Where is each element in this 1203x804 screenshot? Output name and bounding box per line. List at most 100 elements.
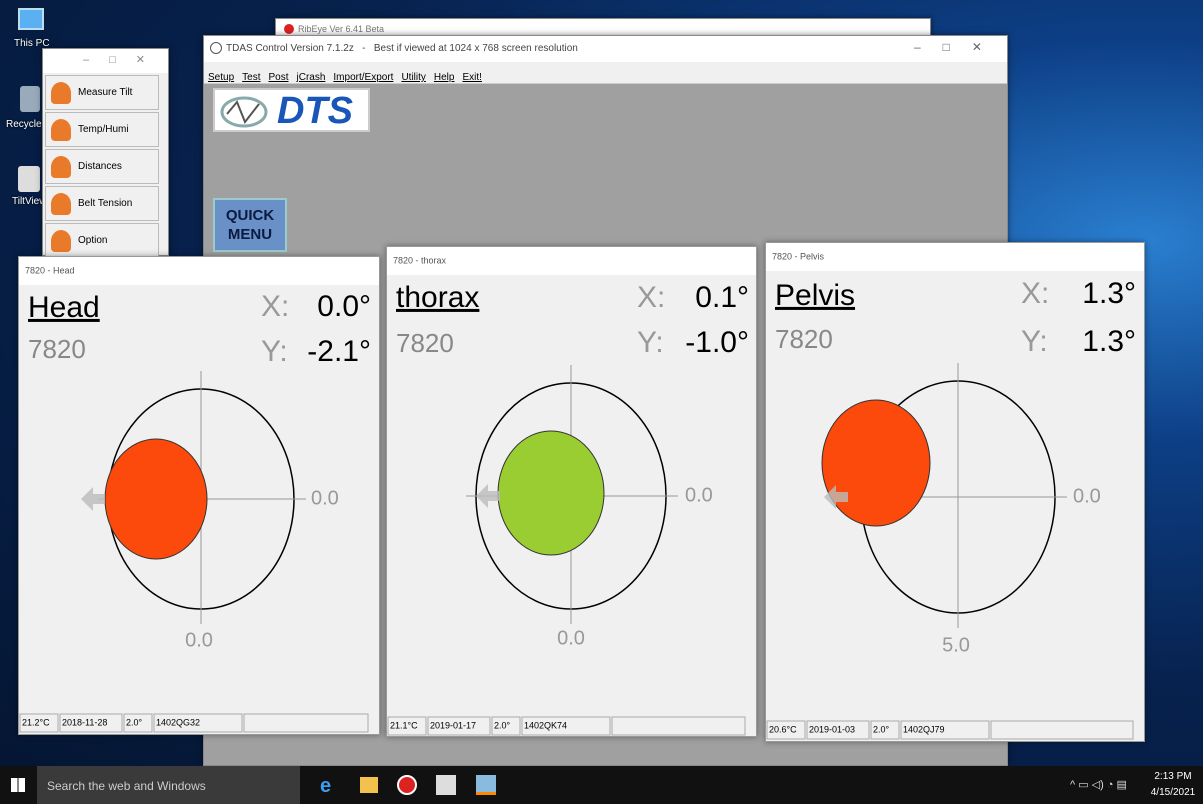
- status-text: 1402QK74: [524, 720, 567, 730]
- tool-button[interactable]: Distances: [45, 149, 159, 184]
- tool-button[interactable]: Temp/Humi: [45, 112, 159, 147]
- icon-label[interactable]: This PC: [14, 38, 50, 49]
- logo-text: DTS: [277, 90, 353, 132]
- title-bar: TDAS Control Version 7.1.2z - Best if vi…: [204, 36, 1007, 62]
- status-text: 2019-01-03: [809, 724, 855, 734]
- direction-arrow: [824, 485, 848, 509]
- direction-arrow: [476, 484, 500, 508]
- bottom-label: 0.0: [185, 629, 213, 651]
- status-cell: [900, 720, 990, 740]
- menu-item[interactable]: Setup: [208, 72, 235, 83]
- status-cell: [427, 716, 491, 736]
- sensor-name: thorax: [396, 281, 479, 314]
- window-title: TDAS Control Version 7.1.2z - Best if vi…: [226, 43, 578, 54]
- x-label: X:: [261, 290, 289, 323]
- tool-button[interactable]: Belt Tension: [45, 186, 159, 221]
- status-text: 20.6°C: [769, 724, 797, 734]
- tool-icon: [51, 82, 71, 104]
- status-cell: [491, 716, 521, 736]
- direction-arrow: [81, 487, 105, 511]
- tdas-task-icon[interactable]: [436, 775, 456, 795]
- tool-icon: [51, 156, 71, 178]
- status-cell: [59, 713, 123, 733]
- tilt-dot: [497, 430, 605, 556]
- tool-button[interactable]: Option: [45, 223, 159, 258]
- right-label: 0.0: [311, 487, 339, 509]
- x-value: 0.1°: [695, 281, 749, 314]
- x-label: X:: [637, 281, 665, 314]
- search-box[interactable]: Search the web and Windows: [37, 766, 300, 804]
- tool-button[interactable]: Measure Tilt: [45, 75, 159, 110]
- window-controls[interactable]: –□✕: [83, 54, 165, 66]
- status-text: 2018-11-28: [62, 717, 107, 727]
- y-value: -1.0°: [685, 326, 749, 359]
- tiltview-task-icon[interactable]: [476, 775, 496, 795]
- status-cell: [153, 713, 243, 733]
- menu-item[interactable]: Import/Export: [333, 72, 394, 83]
- sensor-id: 7820: [775, 324, 833, 354]
- status-text: 2.0°: [873, 724, 890, 734]
- recycle-bin-icon[interactable]: [20, 86, 40, 112]
- tool-icon: [51, 193, 71, 215]
- status-cell: [766, 720, 806, 740]
- menu-item[interactable]: Post: [268, 72, 289, 83]
- tilt-window[interactable]: 7820 - thorax thorax 7820 X: 0.1° Y: -1.0° 0.0 0…: [386, 246, 758, 737]
- start-button[interactable]: [11, 778, 25, 792]
- tiltview-icon[interactable]: [18, 166, 40, 192]
- clock-date[interactable]: 4/15/2021: [1150, 787, 1196, 798]
- title-bar: [766, 243, 1146, 271]
- status-cell: [243, 713, 369, 733]
- tilt-dot: [821, 399, 931, 527]
- y-value: -2.1°: [307, 335, 371, 368]
- menu-bar: Setup Test Post jCrash Import/Export Utility H…: [204, 62, 1007, 84]
- window-controls[interactable]: –□✕: [914, 40, 1004, 54]
- x-label: X:: [1021, 277, 1049, 310]
- app-icon: [210, 42, 222, 54]
- status-text: 2.0°: [126, 717, 143, 727]
- menu-item[interactable]: Help: [433, 72, 455, 83]
- sensor-id: 7820: [396, 328, 454, 358]
- menu-item[interactable]: Exit!: [462, 72, 482, 83]
- status-cell: [19, 713, 59, 733]
- this-pc-icon[interactable]: [18, 8, 44, 30]
- status-cell: [806, 720, 870, 740]
- window-title: RibEye Ver 6.41 Beta: [298, 24, 385, 34]
- ribeye-task-icon[interactable]: [397, 775, 417, 795]
- status-cell: [387, 716, 427, 736]
- app-icon: [284, 24, 294, 34]
- bottom-label: 5.0: [942, 634, 970, 656]
- tilt-window[interactable]: 7820 - Pelvis Pelvis 7820 X: 1.3° Y: 1.3° 0.0 5.…: [765, 242, 1146, 742]
- sensor-name: Head: [28, 291, 100, 324]
- taskbar: Search the web and Windows e ^ ▭ ◁) ◔ ▤ …: [0, 766, 1203, 804]
- sensor-id: 7820: [28, 334, 86, 364]
- tool-window[interactable]: –□✕ Measure Tilt Temp/Humi Distances Belt T…: [42, 48, 169, 258]
- status-text: 1402QJ79: [903, 724, 945, 734]
- y-label: Y:: [261, 335, 288, 368]
- window-title: 7820 - thorax: [393, 255, 447, 265]
- icon-label[interactable]: Recycle B: [6, 119, 52, 130]
- y-label: Y:: [1021, 325, 1048, 358]
- explorer-icon[interactable]: [360, 777, 378, 793]
- status-text: 21.1°C: [390, 720, 418, 730]
- title-bar: [387, 247, 758, 275]
- tray-icons[interactable]: ^ ▭ ◁) ◔ ▤: [1070, 779, 1127, 791]
- sensor-name: Pelvis: [775, 279, 855, 312]
- menu-item[interactable]: Utility: [401, 72, 426, 83]
- tilt-window[interactable]: 7820 - Head Head 7820 X: 0.0° Y: -2.1° 0.0 0.0 21…: [18, 256, 381, 735]
- y-label: Y:: [637, 326, 664, 359]
- menu-item[interactable]: Test: [242, 72, 261, 83]
- clock-time[interactable]: 2:13 PM: [1154, 771, 1192, 782]
- quick-menu-button[interactable]: QUICK MENU: [213, 198, 287, 252]
- status-text: 21.2°C: [22, 717, 50, 727]
- status-cell: [990, 720, 1134, 740]
- x-value: 1.3°: [1082, 277, 1136, 310]
- menu-item[interactable]: jCrash: [296, 72, 326, 83]
- dts-logo: DTS: [213, 88, 370, 132]
- right-label: 0.0: [685, 484, 713, 506]
- status-cell: [123, 713, 153, 733]
- icon-label[interactable]: TiltView: [12, 196, 47, 207]
- status-cell: [611, 716, 746, 736]
- edge-icon[interactable]: e: [320, 775, 332, 797]
- tilt-view: 7820 - Head Head 7820 X: 0.0° Y: -2.1° 0.0 0.0 21…: [19, 257, 381, 733]
